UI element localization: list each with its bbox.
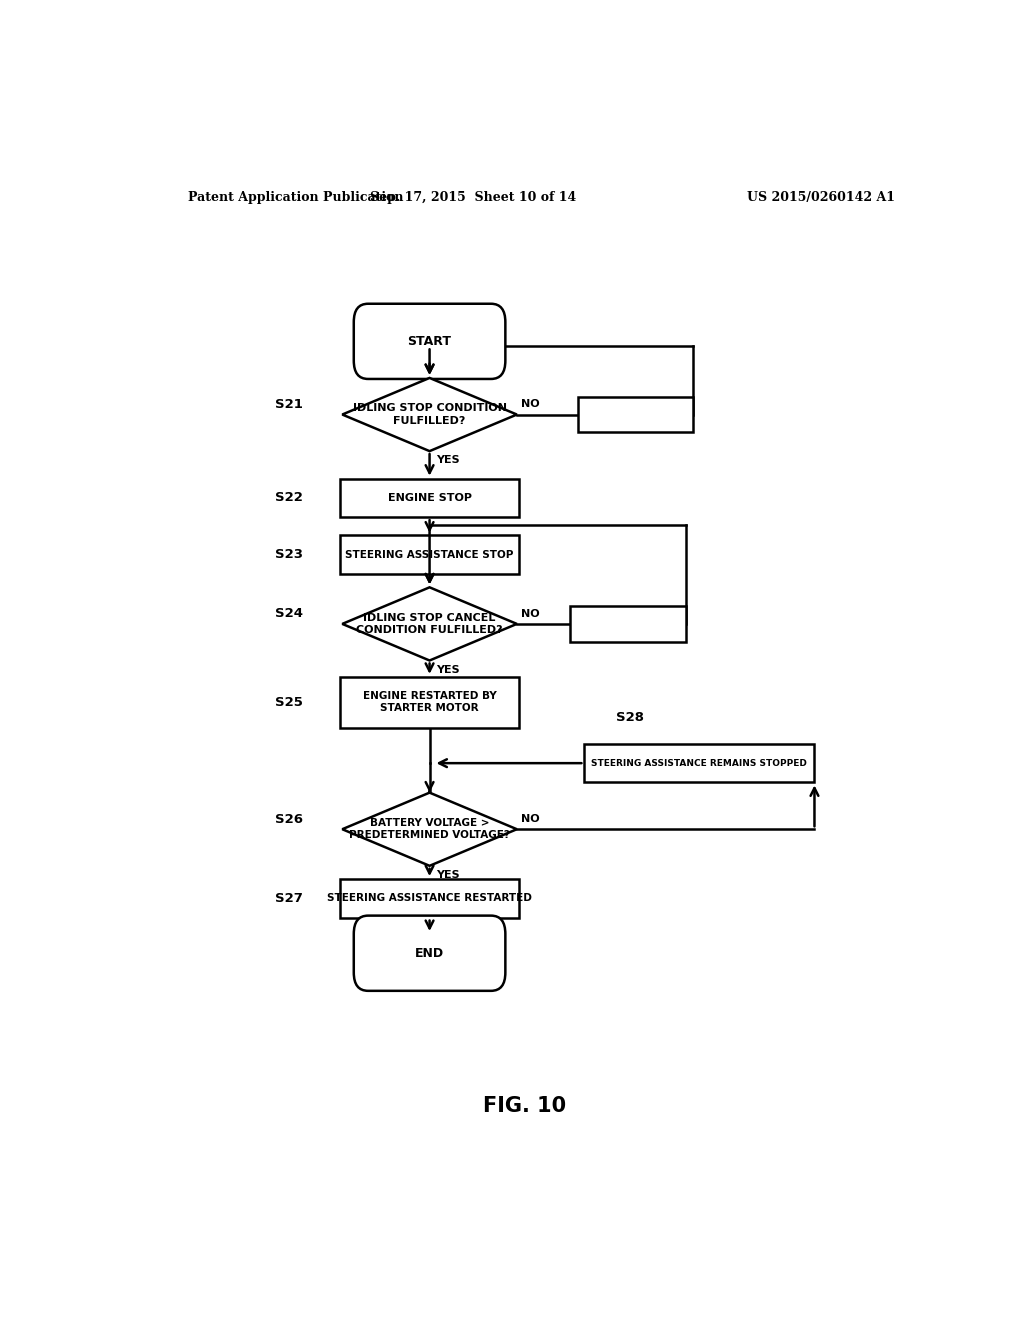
FancyBboxPatch shape — [579, 397, 693, 433]
FancyBboxPatch shape — [353, 916, 506, 991]
Text: S22: S22 — [274, 491, 303, 504]
Text: NO: NO — [521, 814, 540, 824]
FancyBboxPatch shape — [340, 879, 519, 917]
Text: YES: YES — [436, 455, 460, 465]
Text: S23: S23 — [274, 548, 303, 561]
Text: Sep. 17, 2015  Sheet 10 of 14: Sep. 17, 2015 Sheet 10 of 14 — [370, 190, 577, 203]
Text: S25: S25 — [274, 696, 303, 709]
Text: YES: YES — [436, 664, 460, 675]
Text: NO: NO — [521, 609, 540, 619]
Text: S27: S27 — [274, 892, 303, 904]
Polygon shape — [342, 587, 517, 660]
FancyBboxPatch shape — [340, 677, 519, 727]
Text: S26: S26 — [274, 813, 303, 825]
Text: END: END — [415, 946, 444, 960]
FancyBboxPatch shape — [340, 479, 519, 517]
Text: IDLING STOP CONDITION
FULFILLED?: IDLING STOP CONDITION FULFILLED? — [352, 404, 507, 426]
FancyBboxPatch shape — [353, 304, 506, 379]
FancyBboxPatch shape — [585, 744, 814, 783]
Text: S24: S24 — [274, 607, 303, 620]
Text: S21: S21 — [274, 397, 303, 411]
Text: S28: S28 — [616, 711, 644, 723]
Text: NO: NO — [521, 400, 540, 409]
Text: ENGINE RESTARTED BY
STARTER MOTOR: ENGINE RESTARTED BY STARTER MOTOR — [362, 690, 497, 713]
Text: STEERING ASSISTANCE STOP: STEERING ASSISTANCE STOP — [345, 550, 514, 560]
Text: US 2015/0260142 A1: US 2015/0260142 A1 — [748, 190, 895, 203]
Polygon shape — [342, 378, 517, 451]
Text: YES: YES — [436, 870, 460, 880]
Text: ENGINE STOP: ENGINE STOP — [387, 492, 472, 503]
Text: FIG. 10: FIG. 10 — [483, 1096, 566, 1115]
FancyBboxPatch shape — [340, 536, 519, 574]
Text: BATTERY VOLTAGE >
PREDETERMINED VOLTAGE?: BATTERY VOLTAGE > PREDETERMINED VOLTAGE? — [349, 818, 510, 841]
Text: Patent Application Publication: Patent Application Publication — [187, 190, 403, 203]
Polygon shape — [342, 792, 517, 866]
Text: START: START — [408, 335, 452, 348]
Text: STEERING ASSISTANCE RESTARTED: STEERING ASSISTANCE RESTARTED — [327, 894, 532, 903]
Text: IDLING STOP CANCEL
CONDITION FULFILLED?: IDLING STOP CANCEL CONDITION FULFILLED? — [356, 612, 503, 635]
FancyBboxPatch shape — [570, 606, 685, 642]
Text: STEERING ASSISTANCE REMAINS STOPPED: STEERING ASSISTANCE REMAINS STOPPED — [592, 759, 807, 768]
